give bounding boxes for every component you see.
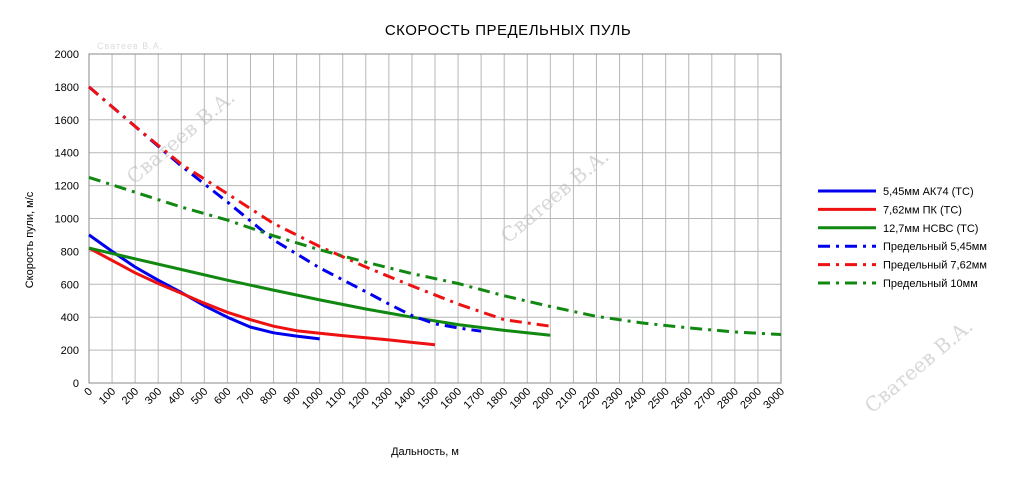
y-tick-label: 800 [61,246,79,258]
x-tick-label: 500 [189,386,210,407]
x-tick-label: 1200 [346,386,372,412]
x-tick-label: 1500 [415,386,441,412]
x-tick-label: 1000 [300,386,326,412]
legend-label: Предельный 5,45мм [883,241,987,253]
x-tick-label: 300 [143,386,164,407]
x-tick-label: 1900 [508,386,534,412]
grid [88,53,782,384]
x-tick-label: 100 [97,386,118,407]
y-axis-ticks: 0 200 400 600 800 1000 1200 1400 1600 1800 2000 [55,49,79,390]
x-tick-label: 2100 [554,386,580,412]
x-tick-label: 2200 [577,386,603,412]
legend: 5,45мм АК74 (ТС) 7,62мм ПК (ТС) 12,7мм НСВ… [818,186,987,290]
x-tick-label: 0 [82,386,95,399]
series-line [88,85,482,333]
x-tick-label: 800 [258,386,279,407]
y-tick-label: 1400 [55,148,79,160]
y-axis-label: Скорость пули, м/с [24,191,36,288]
x-tick-label: 1600 [438,386,464,412]
y-tick-label: 1200 [55,181,79,193]
x-tick-label: 1800 [485,386,511,412]
legend-label: 7,62мм ПК (ТС) [883,204,962,216]
legend-label: 12,7мм НСВС (ТС) [883,223,978,235]
legend-label: 5,45мм АК74 (ТС) [883,186,974,198]
x-axis-label: Дальность, м [391,446,459,458]
y-tick-label: 400 [61,312,79,324]
y-tick-label: 1000 [55,214,79,226]
chart-title: СКОРОСТЬ ПРЕДЕЛЬНЫХ ПУЛЬ [385,22,631,39]
x-tick-label: 2800 [715,386,741,412]
x-tick-label: 1100 [324,386,349,411]
x-tick-label: 1700 [461,386,487,412]
watermark-1: Сватеев В.А. [122,85,240,189]
x-tick-label: 900 [281,386,302,407]
y-tick-label: 600 [61,279,79,291]
legend-label: Предельный 10мм [883,278,978,290]
x-tick-label: 2600 [669,386,695,412]
x-tick-label: 200 [120,386,141,407]
x-tick-label: 700 [235,386,256,407]
x-tick-label: 400 [166,386,187,407]
y-tick-label: 0 [73,378,79,390]
legend-label: Предельный 7,62мм [883,260,987,272]
x-axis-ticks: 0 100 200 300 400 500 600 700 800 900100011001200… [82,386,787,412]
series-line [88,175,782,336]
x-tick-label: 2000 [531,386,557,412]
x-tick-label: 2400 [623,386,649,412]
x-tick-label: 600 [212,386,233,407]
series-line [88,246,551,337]
watermark-3: Сватеев В.А. [860,314,978,418]
watermark-2: Сватеев В.А. [496,144,614,248]
x-tick-label: 2300 [600,386,626,412]
y-tick-label: 1800 [55,82,79,94]
y-tick-label: 2000 [55,49,79,61]
plot-area-border [88,53,782,384]
series-group [88,85,782,347]
series-line [88,85,551,328]
watermark-top: Сватеев В.А. [97,41,163,51]
x-tick-label: 3000 [761,386,787,412]
series-line [88,246,436,347]
x-tick-label: 2700 [692,386,718,412]
y-tick-label: 1600 [55,115,79,127]
y-tick-label: 200 [61,345,79,357]
x-tick-label: 2900 [738,386,764,412]
x-tick-label: 1300 [369,386,395,412]
x-tick-label: 2500 [646,386,672,412]
x-tick-label: 1400 [392,386,418,412]
series-line [88,233,320,341]
